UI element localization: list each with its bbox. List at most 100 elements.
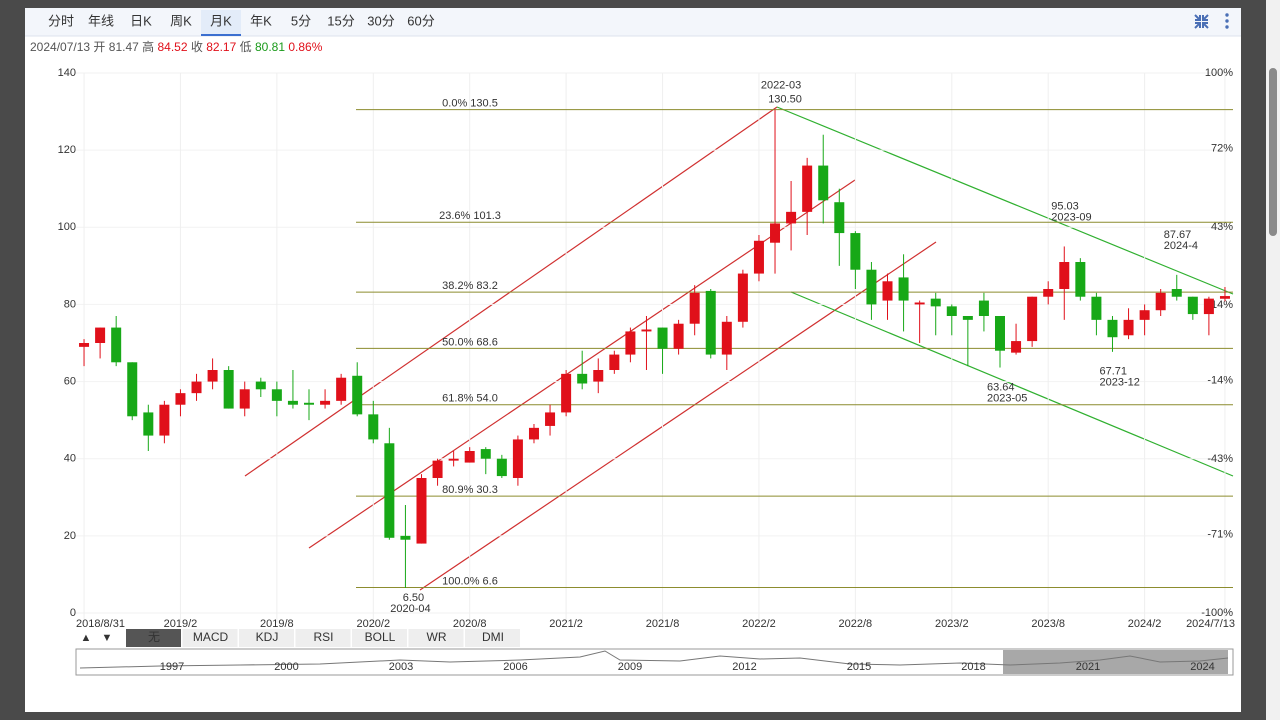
x-tick-label: 2018/8/31 (76, 618, 125, 630)
candle-body (1203, 298, 1214, 315)
candle-body (255, 381, 266, 390)
candle-body (930, 298, 941, 307)
navigator[interactable] (75, 648, 1234, 676)
candle-body (1155, 292, 1166, 311)
quote-date: 2024/07/13 (30, 40, 90, 54)
candle-body (1075, 262, 1086, 297)
candle-body (432, 460, 443, 478)
y2-tick-label: -14% (1207, 375, 1233, 387)
channel-line (419, 241, 937, 591)
indicator-tab[interactable]: MACD (193, 630, 229, 644)
x-tick-label: 2021/8 (646, 618, 680, 630)
navigator-year: 2012 (732, 661, 756, 673)
indicator-tab-bg[interactable] (182, 629, 238, 647)
tab[interactable]: 日K (130, 13, 152, 28)
x-tick-label: 2020/8 (453, 618, 487, 630)
y2-tick-label: -100% (1201, 607, 1233, 619)
candle-body (914, 302, 925, 305)
indicator-tab[interactable]: RSI (313, 630, 333, 644)
indicator-tab-bg[interactable] (295, 629, 351, 647)
navigator-year: 2024 (1190, 661, 1214, 673)
tab[interactable]: 周K (170, 13, 192, 28)
tab[interactable]: 分时 (48, 13, 74, 28)
channel-line (776, 106, 1234, 295)
x-tick-label: 2023/8 (1031, 618, 1065, 630)
annotation-date: 2023-12 (1099, 377, 1139, 389)
nav-arrow[interactable]: ▲ (81, 632, 92, 644)
candle-body (368, 414, 379, 440)
fullscreen-icon[interactable] (1194, 14, 1209, 29)
indicator-tab-bg[interactable] (126, 629, 181, 647)
x-tick-label: 2020/2 (356, 618, 390, 630)
candle-body (978, 300, 989, 316)
candle-body (705, 290, 716, 355)
candle-body (561, 373, 572, 413)
candle-body (496, 458, 507, 477)
indicator-tab-bg[interactable] (465, 629, 520, 647)
annotation-date: 2023-05 (987, 392, 1027, 404)
candle-body (786, 211, 797, 224)
candle-body (287, 400, 298, 405)
tab[interactable]: 年K (250, 13, 272, 28)
fib-label: 23.6% 101.3 (439, 210, 501, 222)
candle-body (127, 362, 138, 417)
fib-label: 61.8% 54.0 (442, 393, 498, 405)
indicator-tab-bg[interactable] (352, 629, 407, 647)
y-tick-label: 120 (58, 144, 76, 156)
candle-body (159, 404, 170, 436)
tab[interactable]: 年线 (88, 13, 114, 28)
candle-body (528, 427, 539, 440)
annotation-value: 6.50 (403, 592, 424, 604)
candle-body (239, 389, 250, 409)
indicator-tab[interactable]: BOLL (365, 630, 396, 644)
indicator-tab-bg[interactable] (408, 629, 464, 647)
scroll-thumb[interactable] (1269, 68, 1277, 236)
nav-arrow[interactable]: ▼ (102, 632, 113, 644)
quote-label: 收 (191, 40, 203, 54)
candle-body (512, 439, 523, 478)
candle-body (994, 316, 1005, 351)
candle-body (818, 165, 829, 201)
candle-body (545, 412, 556, 426)
navigator-year: 2006 (503, 661, 527, 673)
x-tick-label: 2022/2 (742, 618, 776, 630)
y-tick-label: 0 (70, 607, 76, 619)
fib-label: 38.2% 83.2 (442, 280, 498, 292)
candle-body (1187, 296, 1198, 315)
indicator-tab[interactable]: KDJ (256, 630, 279, 644)
indicator-tab-bg[interactable] (239, 629, 294, 647)
candle-body (1171, 289, 1182, 297)
tab[interactable]: 30分 (367, 13, 394, 28)
navigator-window[interactable] (1003, 650, 1228, 674)
x-tick-label: 2019/8 (260, 618, 294, 630)
tab[interactable]: 15分 (327, 13, 354, 28)
quote-change: 0.86% (288, 40, 322, 54)
candle-body (1059, 262, 1070, 289)
y2-tick-label: 43% (1211, 221, 1233, 233)
indicator-tab[interactable]: DMI (482, 630, 504, 644)
indicator-tab[interactable]: WR (427, 630, 447, 644)
candle-body (577, 373, 588, 384)
candle-body (1219, 296, 1230, 299)
annotation-value: 67.71 (1099, 366, 1127, 378)
navigator-year: 2009 (618, 661, 642, 673)
candle-body (673, 323, 684, 349)
indicator-tab[interactable]: 无 (148, 630, 160, 644)
x-tick-label: 2021/2 (549, 618, 583, 630)
candle-body (79, 343, 90, 347)
candle-body (737, 273, 748, 322)
y-tick-label: 40 (64, 453, 76, 465)
menu-icon[interactable] (1225, 13, 1229, 29)
y-tick-label: 140 (58, 67, 76, 79)
quote-value: 80.81 (255, 40, 285, 54)
tab[interactable]: 60分 (407, 13, 434, 28)
candle-body (448, 458, 459, 461)
candle-body (866, 269, 877, 305)
x-tick-label: 2022/8 (839, 618, 873, 630)
tab[interactable]: 5分 (291, 13, 311, 28)
candle-body (1107, 319, 1118, 338)
y2-tick-label: 72% (1211, 143, 1233, 155)
tab[interactable]: 月K (210, 13, 232, 28)
annotation-value: 130.50 (768, 94, 802, 106)
